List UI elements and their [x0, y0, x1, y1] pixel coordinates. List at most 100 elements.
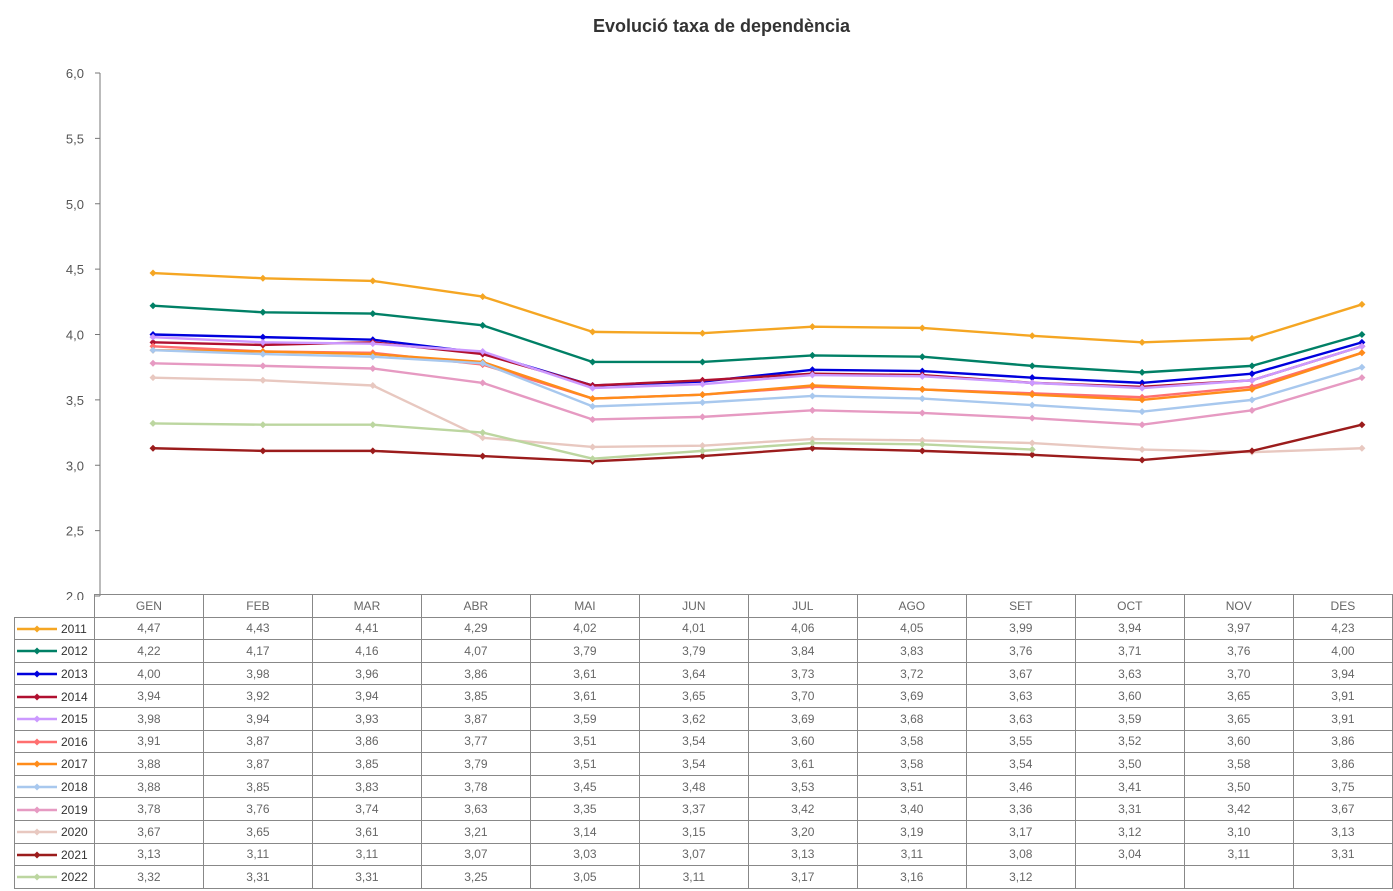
- data-point: [1248, 396, 1256, 404]
- table-cell: 3,65: [638, 684, 749, 708]
- chart-title: Evolució taxa de dependència: [592, 16, 851, 36]
- data-point: [1358, 338, 1366, 346]
- data-table-body: 2011 4,47 4,43 4,41 4,29 4,02 4,01 4,06 4,05 3,99…: [14, 616, 1393, 889]
- data-point: [918, 447, 926, 455]
- data-point: [259, 362, 267, 370]
- table-cell: 3,48: [638, 774, 749, 799]
- x-category-label: NOV: [1183, 594, 1294, 618]
- table-cell: 3,78: [420, 774, 531, 799]
- series-2012: [149, 302, 1366, 376]
- data-point: [699, 447, 706, 455]
- series-2011: [149, 269, 1366, 346]
- data-point: [699, 452, 706, 460]
- line-chart: 6,05,55,04,54,03,53,02,52,0: [66, 66, 1366, 600]
- table-cell: 3,07: [420, 842, 531, 867]
- table-cell: 3,77: [420, 729, 531, 754]
- data-point: [259, 421, 267, 429]
- data-point: [1138, 456, 1146, 464]
- table-cell: 3,65: [1183, 706, 1294, 731]
- table-row: 2015 3,98 3,94 3,93 3,87 3,59 3,62 3,69 3,68 3,63…: [14, 706, 1393, 731]
- table-cell: 3,16: [856, 865, 967, 889]
- table-cell: 3,37: [638, 797, 749, 821]
- legend-marker: [33, 806, 41, 814]
- table-cell: [1074, 865, 1185, 889]
- data-point: [149, 419, 157, 427]
- legend-marker: [33, 873, 41, 881]
- table-cell: 3,85: [311, 752, 422, 776]
- table-cell: 3,11: [638, 865, 749, 889]
- data-point: [1028, 374, 1036, 382]
- table-cell: 3,91: [93, 729, 204, 754]
- legend-entry: 2019: [14, 797, 95, 821]
- legend-line-icon: [17, 715, 57, 723]
- table-cell: 3,11: [856, 842, 967, 867]
- table-cell: 3,31: [1292, 842, 1393, 867]
- table-row: 2013 4,00 3,98 3,96 3,86 3,61 3,64 3,73 3,72 3,67…: [14, 661, 1393, 686]
- data-point: [149, 269, 157, 277]
- data-point: [808, 392, 816, 400]
- series-line-2012: [152, 304, 1363, 374]
- data-point: [1248, 406, 1256, 414]
- data-point: [1358, 421, 1366, 429]
- table-cell: 3,31: [1074, 797, 1185, 821]
- data-point: [589, 328, 597, 336]
- table-cell: 3,65: [202, 819, 313, 844]
- data-point: [808, 351, 816, 359]
- data-point: [918, 353, 926, 361]
- data-point: [479, 434, 487, 442]
- legend-marker: [33, 760, 41, 768]
- data-point: [918, 436, 926, 444]
- table-corner-cell: [14, 594, 95, 618]
- table-cell: 3,62: [638, 706, 749, 731]
- data-point: [1138, 338, 1146, 346]
- table-cell: 3,76: [965, 639, 1076, 663]
- table-cell: 3,11: [311, 842, 422, 867]
- legend-entry: 2020: [14, 819, 95, 844]
- data-point: [259, 308, 267, 316]
- table-cell: 3,59: [529, 706, 640, 731]
- table-cell: 4,00: [93, 661, 204, 686]
- legend-entry: 2022: [14, 865, 95, 889]
- legend-label: 2022: [61, 870, 88, 885]
- table-cell: 3,51: [529, 729, 640, 754]
- data-point: [918, 395, 926, 403]
- table-cell: 3,54: [638, 729, 749, 754]
- data-point: [1028, 332, 1036, 340]
- y-tick-label: 6,0: [66, 66, 84, 81]
- series-2022: [149, 419, 1036, 463]
- table-cell: 3,04: [1074, 842, 1185, 867]
- table-cell: 3,17: [965, 819, 1076, 844]
- legend-marker: [33, 715, 41, 723]
- data-point: [1028, 439, 1036, 447]
- table-cell: 3,51: [856, 774, 967, 799]
- legend-label: 2021: [61, 847, 88, 862]
- data-point: [1358, 444, 1366, 452]
- table-cell: 3,86: [1292, 752, 1393, 776]
- data-point: [699, 442, 706, 450]
- table-cell: 3,94: [311, 684, 422, 708]
- table-cell: 3,40: [856, 797, 967, 821]
- data-point: [918, 367, 926, 375]
- chart-series-lines: [149, 269, 1366, 465]
- legend-label: 2019: [61, 802, 88, 817]
- legend-entry: 2013: [14, 661, 95, 686]
- table-cell: 3,87: [420, 706, 531, 731]
- table-cell: 3,21: [420, 819, 531, 844]
- table-cell: 3,58: [856, 729, 967, 754]
- data-point: [259, 376, 267, 384]
- data-point: [808, 371, 816, 379]
- data-point: [918, 324, 926, 332]
- data-point: [1248, 447, 1256, 455]
- table-cell: 3,69: [856, 684, 967, 708]
- data-point: [369, 277, 377, 285]
- table-cell: 3,07: [638, 842, 749, 867]
- data-point: [149, 359, 157, 367]
- legend-entry: 2016: [14, 729, 95, 754]
- data-point: [1358, 342, 1366, 350]
- table-cell: 3,70: [1183, 661, 1294, 686]
- data-point: [918, 440, 926, 448]
- table-cell: 3,99: [965, 616, 1076, 641]
- legend-marker: [33, 625, 41, 633]
- data-point: [1138, 384, 1146, 392]
- table-cell: 3,86: [311, 729, 422, 754]
